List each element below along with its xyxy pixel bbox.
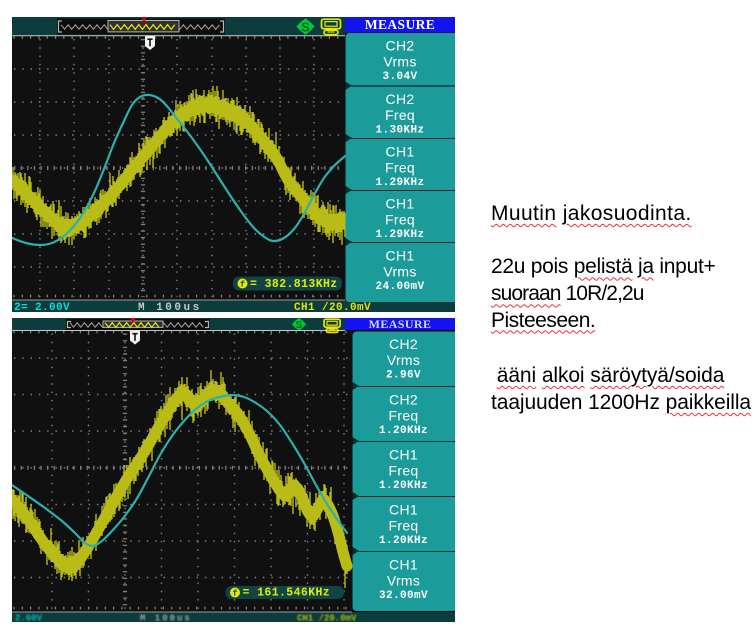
- svg-text:Freq: Freq: [385, 211, 415, 227]
- svg-text:CH1: CH1: [389, 446, 418, 462]
- svg-text:CH1: CH1: [386, 143, 415, 159]
- svg-text:1.29KHz: 1.29KHz: [375, 177, 424, 189]
- svg-text:Freq: Freq: [385, 107, 415, 123]
- svg-text:CH2: CH2: [386, 91, 415, 107]
- svg-text:24.00mV: 24.00mV: [375, 281, 424, 293]
- svg-text:1.20KHz: 1.20KHz: [379, 535, 428, 547]
- svg-text:32.00mV: 32.00mV: [379, 590, 428, 602]
- svg-text:f: f: [240, 280, 245, 290]
- svg-text:Vrms: Vrms: [387, 572, 420, 588]
- svg-text:Freq: Freq: [385, 159, 415, 175]
- svg-text:= 382.813KHz: = 382.813KHz: [250, 278, 338, 291]
- svg-text:Vrms: Vrms: [387, 352, 420, 368]
- svg-text:Freq: Freq: [389, 517, 419, 533]
- svg-text:CH1: CH1: [389, 501, 418, 517]
- svg-text:1.20KHz: 1.20KHz: [379, 425, 428, 437]
- svg-text:M 100us: M 100us: [138, 302, 202, 312]
- svg-text:3.04V: 3.04V: [382, 71, 417, 83]
- svg-text:Freq: Freq: [389, 462, 419, 478]
- svg-text:1.29KHz: 1.29KHz: [375, 229, 424, 241]
- svg-text:CH1 /20.0mV: CH1 /20.0mV: [294, 302, 371, 312]
- svg-text:2= 2.00V: 2= 2.00V: [14, 302, 70, 312]
- svg-text:S: S: [301, 19, 310, 34]
- svg-text:CH1 /20.0mV: CH1 /20.0mV: [297, 614, 357, 623]
- svg-text:S: S: [296, 320, 303, 331]
- svg-text:CH1: CH1: [386, 247, 415, 263]
- svg-text:CH2: CH2: [389, 336, 418, 352]
- svg-text:Vrms: Vrms: [383, 263, 416, 279]
- svg-text:M 100us: M 100us: [140, 614, 192, 623]
- svg-text:Vrms: Vrms: [383, 54, 416, 70]
- svg-text:1.30KHz: 1.30KHz: [375, 125, 424, 137]
- svg-text:MEASURE: MEASURE: [365, 17, 435, 32]
- svg-text:CH2: CH2: [386, 38, 415, 54]
- svg-text:= 161.546KHz: = 161.546KHz: [243, 587, 331, 600]
- svg-text:CH1: CH1: [389, 556, 418, 572]
- svg-text:f: f: [232, 589, 237, 599]
- svg-text:2.00V: 2.00V: [15, 614, 43, 623]
- svg-text:CH2: CH2: [389, 391, 418, 407]
- svg-text:CH1: CH1: [386, 195, 415, 211]
- svg-text:MEASURE: MEASURE: [369, 318, 432, 331]
- svg-text:Freq: Freq: [389, 407, 419, 423]
- svg-text:1.20KHz: 1.20KHz: [379, 480, 428, 492]
- svg-text:2.96V: 2.96V: [386, 370, 421, 382]
